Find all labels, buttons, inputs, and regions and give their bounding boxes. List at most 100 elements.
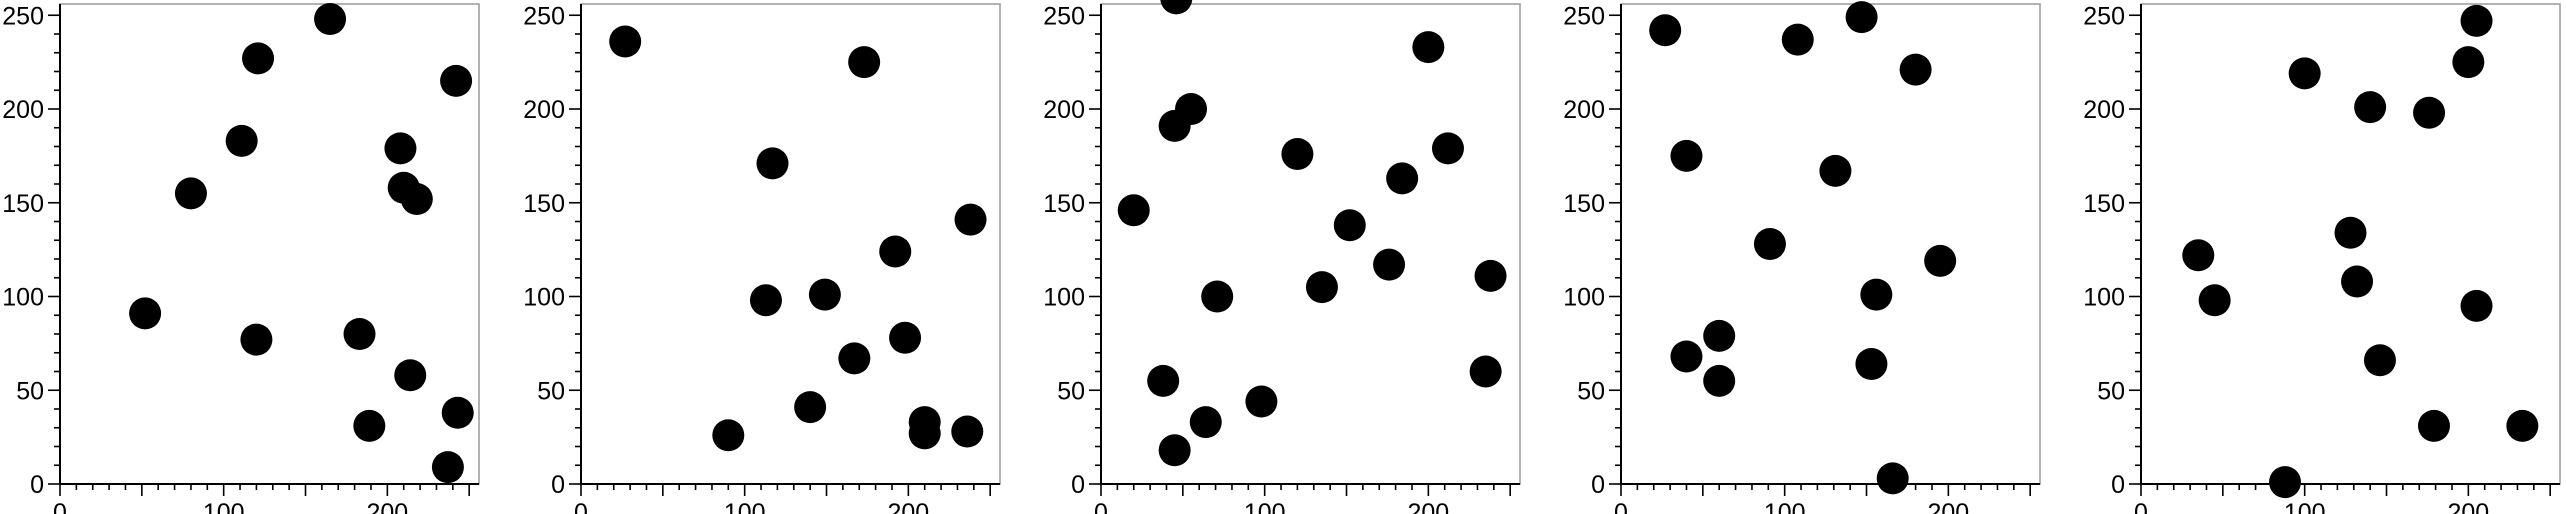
data-point (1819, 154, 1852, 187)
data-point (908, 417, 941, 450)
data-point (1924, 244, 1957, 277)
y-tick-label: 50 (1577, 377, 1605, 405)
data-point (889, 321, 922, 354)
data-point (1117, 194, 1150, 227)
y-tick-label: 150 (1043, 190, 1085, 218)
data-point (1649, 14, 1682, 47)
plot-frame (580, 3, 1001, 485)
data-point (2334, 216, 2367, 249)
y-tick-label: 0 (551, 471, 565, 499)
data-point (712, 419, 745, 452)
y-tick-label: 150 (523, 190, 565, 218)
y-tick-label: 200 (2083, 96, 2125, 124)
data-points (609, 25, 987, 452)
plot-frame (1100, 3, 1521, 485)
data-point (1189, 406, 1222, 439)
data-point (1670, 139, 1703, 172)
y-tick-label: 100 (2, 284, 44, 312)
data-point (314, 3, 347, 35)
data-point (2182, 239, 2215, 272)
y-tick-label: 150 (2083, 190, 2125, 218)
data-point (1158, 434, 1191, 467)
y-tick-label: 50 (537, 377, 565, 405)
data-point (240, 323, 273, 356)
data-point (2288, 57, 2321, 90)
data-point (1845, 1, 1878, 34)
data-point (1703, 319, 1736, 352)
y-tick-label: 250 (1563, 2, 1605, 30)
x-tick-label: 200 (1407, 499, 1449, 514)
data-point (1386, 162, 1419, 195)
y-tick-label: 50 (1057, 377, 1085, 405)
data-point (1160, 0, 1193, 15)
data-point (1245, 385, 1278, 418)
x-tick-label: 0 (2134, 499, 2148, 514)
data-point (2341, 265, 2374, 298)
data-point (794, 391, 827, 424)
scatter-panel-1: 0 100 200 0 50 100 150 200 250 (2, 2, 480, 514)
scatter-panel-2: 0 100 200 0 50 100 150 200 250 (523, 2, 1001, 514)
data-points (1117, 0, 1507, 467)
data-point (384, 132, 417, 165)
data-point (1412, 31, 1445, 64)
data-point (1201, 280, 1234, 313)
data-point (749, 284, 782, 317)
x-tick-label: 100 (2284, 499, 2326, 514)
data-point (353, 409, 386, 442)
data-point (1753, 228, 1786, 260)
y-tick-label: 0 (2111, 471, 2125, 499)
data-point (1876, 462, 1909, 495)
y-tick-label: 200 (1043, 96, 1085, 124)
y-tick-label: 0 (1071, 471, 1085, 499)
data-point (879, 235, 912, 268)
y-tick-label: 0 (30, 471, 44, 499)
data-point (954, 203, 987, 236)
data-point (2452, 46, 2485, 79)
data-point (1899, 53, 1932, 86)
data-point (2417, 409, 2450, 442)
y-tick-label: 150 (2, 190, 44, 218)
y-tick-label: 200 (523, 96, 565, 124)
data-point (242, 42, 275, 75)
data-point (848, 46, 881, 79)
scatter-panel-3: 0 100 200 0 50 100 150 200 250 (1043, 0, 1521, 514)
x-tick-label: 200 (2447, 499, 2489, 514)
y-tick-label: 100 (1043, 284, 1085, 312)
y-tick-label: 250 (523, 2, 565, 30)
data-point (225, 124, 258, 157)
scatter-panel-4: 0 100 200 0 50 100 150 200 250 (1563, 1, 2041, 514)
data-point (756, 147, 789, 180)
data-point (441, 396, 474, 429)
y-tick-label: 0 (1591, 471, 1605, 499)
data-point (1158, 109, 1191, 142)
data-point (1670, 340, 1703, 373)
data-point (431, 451, 464, 484)
y-tick-label: 100 (2083, 284, 2125, 312)
x-tick-label: 0 (1094, 499, 1108, 514)
x-tick-label: 100 (1244, 499, 1286, 514)
x-tick-label: 200 (887, 499, 929, 514)
data-point (1469, 355, 1502, 388)
data-point (1333, 209, 1366, 242)
data-point (174, 177, 207, 210)
data-point (2460, 289, 2493, 322)
y-tick-label: 250 (2083, 2, 2125, 30)
data-point (2363, 344, 2396, 377)
data-point (2198, 284, 2231, 317)
data-point (440, 64, 473, 97)
plot-frame (59, 3, 480, 485)
data-point (1703, 364, 1736, 397)
plot-frame (1620, 3, 2041, 485)
x-tick-label: 0 (53, 499, 67, 514)
data-point (1281, 138, 1314, 170)
data-point (1474, 259, 1507, 292)
y-tick-label: 200 (1563, 96, 1605, 124)
data-point (609, 25, 642, 58)
data-point (2413, 96, 2446, 129)
x-tick-label: 200 (366, 499, 408, 514)
data-point (343, 318, 376, 350)
data-points (1649, 1, 1957, 495)
data-point (129, 297, 162, 330)
x-tick-label: 0 (1614, 499, 1628, 514)
